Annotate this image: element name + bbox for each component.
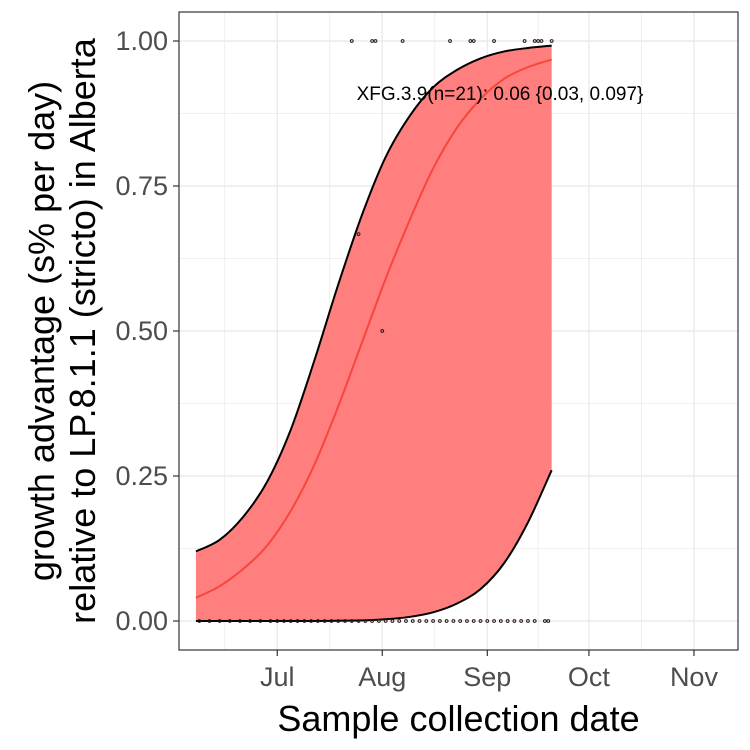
observation-point (471, 619, 476, 623)
observation-point (380, 329, 385, 333)
observation-point (268, 619, 273, 623)
observation-point (519, 619, 524, 623)
observation-point (238, 619, 242, 623)
observation-point (282, 619, 286, 623)
y-axis-title-line-1: growth advantage (s% per day) (21, 81, 62, 581)
confidence-band-layer (195, 45, 552, 622)
confidence-band (195, 45, 552, 622)
observation-point (373, 39, 378, 43)
observation-point (471, 39, 476, 43)
observation-point (197, 619, 202, 623)
observation-point (437, 619, 442, 623)
observation-point (258, 619, 263, 623)
y-tick-label: 0.25 (115, 461, 168, 491)
observation-point (397, 619, 402, 623)
observation-point (309, 619, 314, 623)
observation-point (468, 39, 473, 43)
x-tick-label: Jul (260, 662, 295, 692)
observation-point (275, 619, 280, 623)
observation-point (492, 39, 496, 43)
observation-point (448, 39, 452, 43)
observation-point (485, 619, 490, 623)
observation-point (451, 619, 456, 623)
observation-point (383, 619, 388, 623)
observation-point (492, 619, 496, 623)
observation-point (343, 619, 347, 623)
observation-point (539, 39, 544, 43)
observation-point (465, 619, 469, 623)
observation-point (248, 619, 253, 623)
y-axis-ticks: 0.00 0.25 0.50 0.75 1.00 (115, 26, 179, 636)
observation-point (329, 619, 334, 623)
observation-point (444, 619, 449, 623)
x-axis-title: Sample collection date (277, 698, 639, 739)
upper-bound-line (195, 44, 552, 553)
observation-point (227, 619, 232, 623)
observation-point (512, 619, 517, 623)
observation-point (370, 619, 375, 623)
observation-point (316, 619, 320, 623)
y-tick-label: 0.50 (115, 316, 168, 346)
observation-point (356, 232, 361, 237)
observation-point (424, 619, 429, 623)
observation-point (532, 39, 537, 43)
line-layer (195, 44, 553, 623)
observation-point (536, 39, 541, 43)
observation-point (505, 619, 510, 623)
observation-point (349, 39, 354, 43)
observation-point (498, 619, 503, 623)
observation-point (356, 619, 361, 623)
y-tick-label: 1.00 (115, 26, 168, 56)
observation-point (478, 619, 483, 623)
observation-point (370, 39, 375, 43)
y-axis-title-line-2: relative to LP.8.1.1 (stricto) in Albert… (62, 37, 103, 624)
observation-point (526, 619, 530, 623)
observation-point (410, 619, 415, 623)
observation-point (542, 619, 547, 623)
x-tick-label: Oct (568, 662, 611, 692)
observation-point (546, 619, 551, 623)
growth-advantage-annotation: XFG.3.9(n=21): 0.06 {0.03, 0.097} (357, 84, 644, 105)
x-tick-label: Aug (358, 662, 406, 692)
observation-point (458, 619, 463, 623)
x-tick-label: Sep (463, 662, 511, 692)
observation-points-layer (197, 39, 554, 623)
observation-point (376, 619, 381, 623)
observation-point (349, 619, 354, 623)
x-tick-label: Nov (670, 662, 719, 692)
observation-point (336, 619, 341, 623)
observation-point (400, 39, 405, 43)
observation-point (522, 39, 527, 43)
y-tick-label: 0.75 (115, 171, 168, 201)
observation-point (431, 619, 435, 623)
observation-point (207, 619, 212, 623)
observation-point (302, 619, 307, 623)
observation-point (288, 619, 293, 623)
observation-point (390, 619, 395, 623)
y-tick-label: 0.00 (115, 606, 168, 636)
observation-point (532, 619, 537, 623)
lower-bound-line (195, 469, 553, 623)
observation-point (217, 619, 222, 623)
observation-point (295, 619, 300, 623)
observation-point (417, 619, 422, 623)
fitted-curve (195, 58, 552, 599)
observation-point (322, 619, 327, 623)
observation-point (404, 619, 408, 623)
x-axis-ticks: Jul Aug Sep Oct Nov (260, 650, 718, 692)
observation-point (549, 39, 554, 43)
observation-point (363, 619, 368, 623)
